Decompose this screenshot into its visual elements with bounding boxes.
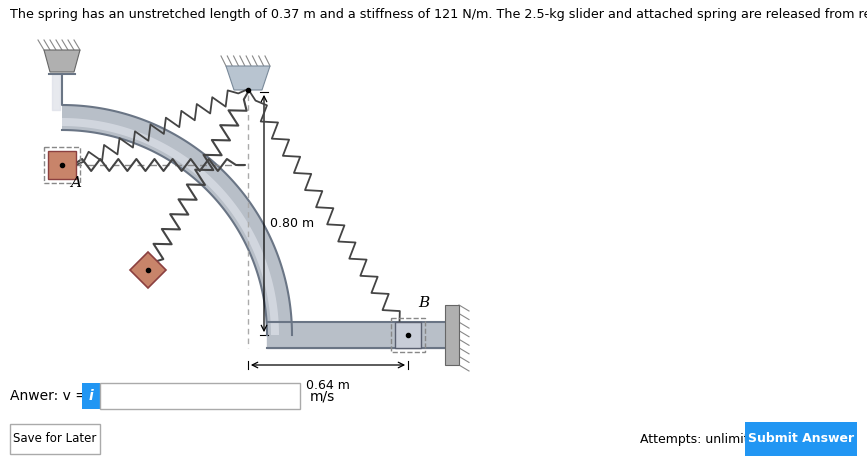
Bar <box>100 383 300 409</box>
Text: Submit Answer: Submit Answer <box>748 432 854 446</box>
Text: A: A <box>70 176 81 190</box>
Bar <box>48 151 76 179</box>
Text: Anwer: v =: Anwer: v = <box>10 389 91 403</box>
Text: 0.64 m: 0.64 m <box>306 379 350 392</box>
Text: m/s: m/s <box>310 389 336 403</box>
Polygon shape <box>62 118 279 335</box>
Bar <box>395 322 421 348</box>
Text: i: i <box>88 389 94 403</box>
Polygon shape <box>44 50 80 72</box>
Text: The spring has an unstretched length of 0.37 m and a stiffness of 121 N/m. The 2: The spring has an unstretched length of … <box>10 8 867 21</box>
Bar <box>445 305 459 365</box>
Text: B: B <box>418 296 429 310</box>
Bar <box>44 147 80 183</box>
Polygon shape <box>62 74 292 335</box>
Text: Save for Later: Save for Later <box>13 432 97 446</box>
Polygon shape <box>226 66 270 90</box>
Polygon shape <box>130 252 166 288</box>
Bar <box>82 383 100 409</box>
Text: 0.80 m: 0.80 m <box>270 217 314 230</box>
Bar <box>745 422 857 456</box>
Bar <box>10 424 100 454</box>
Bar <box>391 318 425 352</box>
Text: Attempts: unlimited: Attempts: unlimited <box>640 432 765 446</box>
